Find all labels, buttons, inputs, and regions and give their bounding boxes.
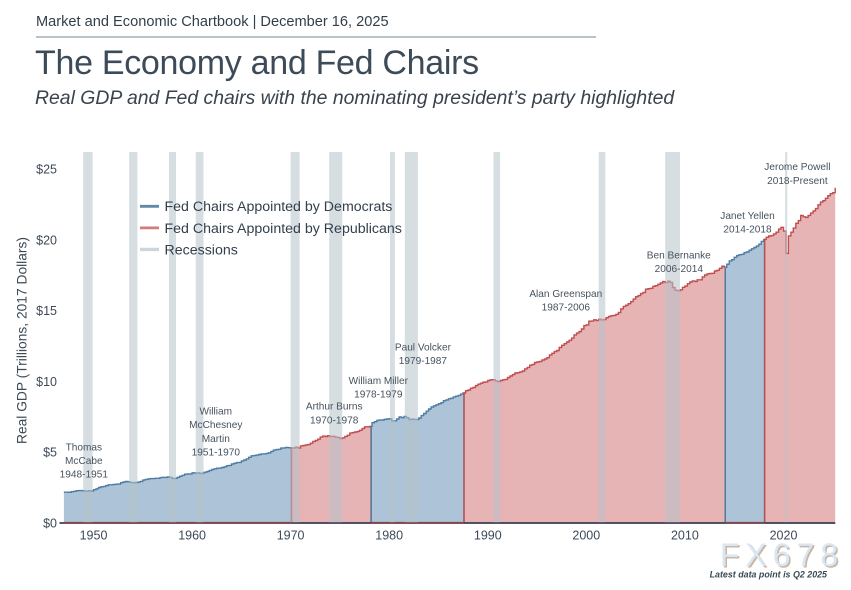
svg-text:FX678: FX678 xyxy=(721,539,845,575)
svg-text:$15: $15 xyxy=(36,304,57,318)
svg-text:1960: 1960 xyxy=(178,529,206,543)
svg-text:1978-1979: 1978-1979 xyxy=(354,389,403,400)
svg-text:FX678: FX678 xyxy=(720,537,844,573)
svg-text:Ben Bernanke: Ben Bernanke xyxy=(647,251,711,262)
svg-text:1951-1970: 1951-1970 xyxy=(192,447,241,458)
svg-text:Arthur Burns: Arthur Burns xyxy=(306,402,363,413)
svg-text:McCabe: McCabe xyxy=(65,456,103,467)
svg-text:$25: $25 xyxy=(36,163,57,177)
svg-text:Fed Chairs Appointed by Democr: Fed Chairs Appointed by Democrats xyxy=(165,199,393,215)
svg-text:1970: 1970 xyxy=(277,529,305,543)
svg-text:Janet Yellen: Janet Yellen xyxy=(720,211,774,222)
svg-text:Recessions: Recessions xyxy=(165,242,238,258)
svg-text:2006-2014: 2006-2014 xyxy=(655,264,704,275)
svg-text:Alan Greenspan: Alan Greenspan xyxy=(529,289,602,300)
svg-text:1948-1951: 1948-1951 xyxy=(60,470,109,481)
svg-text:$10: $10 xyxy=(36,375,57,389)
svg-text:Thomas: Thomas xyxy=(66,443,102,454)
svg-text:2014-2018: 2014-2018 xyxy=(723,225,772,236)
svg-text:William: William xyxy=(200,407,233,418)
svg-text:2020: 2020 xyxy=(770,529,798,543)
svg-text:2010: 2010 xyxy=(671,529,699,543)
svg-text:McChesney: McChesney xyxy=(189,420,243,431)
svg-text:$20: $20 xyxy=(36,233,57,247)
svg-text:William Miller: William Miller xyxy=(349,376,409,387)
svg-text:1980: 1980 xyxy=(375,529,403,543)
svg-text:Jerome Powell: Jerome Powell xyxy=(764,162,830,173)
svg-text:1987-2006: 1987-2006 xyxy=(542,303,591,314)
svg-text:Martin: Martin xyxy=(202,434,230,445)
svg-text:1979-1987: 1979-1987 xyxy=(399,356,448,367)
svg-text:Latest data point is Q2 2025: Latest data point is Q2 2025 xyxy=(710,570,828,580)
svg-text:2018-Present: 2018-Present xyxy=(767,176,828,187)
svg-text:Fed Chairs Appointed by Republ: Fed Chairs Appointed by Republicans xyxy=(165,221,402,237)
svg-text:1990: 1990 xyxy=(474,529,502,543)
svg-text:1950: 1950 xyxy=(80,529,108,543)
svg-text:$0: $0 xyxy=(43,516,57,530)
svg-text:2000: 2000 xyxy=(572,529,600,543)
svg-text:1970-1978: 1970-1978 xyxy=(310,415,359,426)
svg-text:Paul Volcker: Paul Volcker xyxy=(395,343,452,354)
svg-text:$5: $5 xyxy=(43,446,57,460)
